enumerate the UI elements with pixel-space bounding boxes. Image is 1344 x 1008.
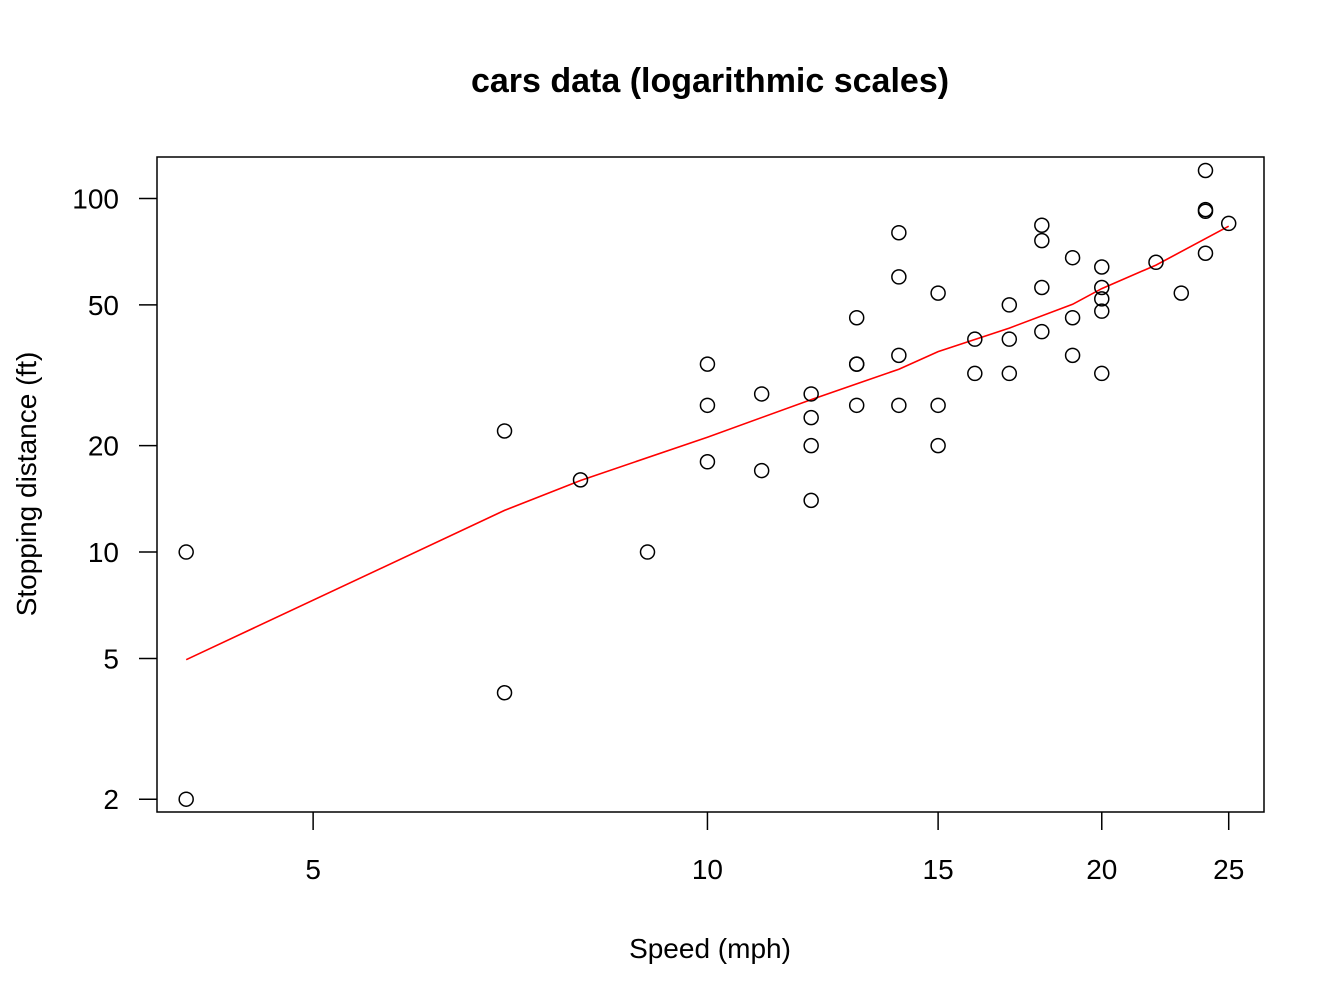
data-point-43: [1148, 254, 1164, 271]
data-point-24: [930, 397, 946, 414]
y-tick-label-5: 5: [103, 643, 119, 674]
y-axis-label: Stopping distance (ft): [11, 352, 42, 617]
data-point-14: [803, 386, 819, 402]
data-point-3: [496, 423, 513, 439]
data-point-40: [1094, 291, 1110, 307]
x-tick-label-15: 15: [923, 854, 954, 885]
data-point-44: [1173, 285, 1190, 301]
data-point-49: [1220, 215, 1237, 232]
data-point-38: [1094, 365, 1110, 382]
data-point-15: [848, 397, 865, 414]
y-tick-label-10: 10: [88, 537, 119, 568]
data-point-18: [848, 309, 865, 326]
data-point-45: [1197, 245, 1214, 261]
data-points: [178, 162, 1237, 807]
chart-title: cars data (logarithmic scales): [471, 62, 949, 100]
data-point-42: [1094, 259, 1110, 275]
data-point-1: [178, 544, 194, 560]
data-point-17: [848, 356, 865, 372]
data-point-0: [178, 791, 194, 807]
lowess-fit-line: [185, 225, 1230, 661]
data-point-12: [803, 437, 819, 454]
data-point-29: [1001, 331, 1018, 347]
data-point-19: [891, 397, 907, 414]
data-point-26: [967, 365, 983, 382]
data-point-8: [699, 356, 716, 372]
data-point-30: [1001, 297, 1018, 313]
y-tick-label-50: 50: [88, 290, 119, 321]
data-point-37: [1064, 249, 1081, 266]
plot-frame: [156, 156, 1265, 813]
data-point-7: [699, 397, 716, 414]
data-point-22: [891, 224, 907, 241]
data-point-6: [699, 454, 716, 470]
x-tick-label-10: 10: [692, 854, 723, 885]
data-point-41: [1094, 279, 1110, 296]
data-point-28: [1001, 365, 1018, 382]
data-point-48: [1197, 162, 1214, 179]
x-tick-label-25: 25: [1213, 854, 1244, 885]
data-point-2: [496, 685, 513, 701]
data-point-9: [753, 462, 770, 479]
data-point-10: [753, 386, 770, 402]
data-point-13: [803, 409, 819, 426]
data-point-32: [1034, 279, 1050, 296]
data-point-47: [1197, 201, 1214, 218]
y-tick-label-2: 2: [103, 784, 119, 815]
data-point-23: [930, 437, 946, 454]
data-point-4: [572, 472, 589, 488]
data-point-21: [891, 269, 907, 285]
x-axis: 5 10 15 20 25: [305, 812, 1244, 885]
data-point-33: [1034, 232, 1050, 249]
x-axis-label: Speed (mph): [629, 933, 791, 964]
data-point-31: [1034, 323, 1050, 340]
data-point-11: [803, 492, 819, 509]
data-point-27: [967, 331, 983, 347]
data-point-20: [891, 347, 907, 364]
y-tick-label-20: 20: [88, 431, 119, 462]
x-tick-label-5: 5: [305, 854, 321, 885]
y-axis: 2 5 10 20 50 100: [72, 183, 157, 815]
y-tick-label-100: 100: [72, 183, 119, 214]
data-point-25: [930, 285, 946, 301]
data-point-39: [1094, 303, 1110, 319]
data-point-5: [639, 544, 656, 560]
data-point-36: [1064, 309, 1081, 326]
x-tick-label-20: 20: [1086, 854, 1117, 885]
data-point-35: [1064, 347, 1081, 364]
data-point-34: [1034, 217, 1050, 233]
